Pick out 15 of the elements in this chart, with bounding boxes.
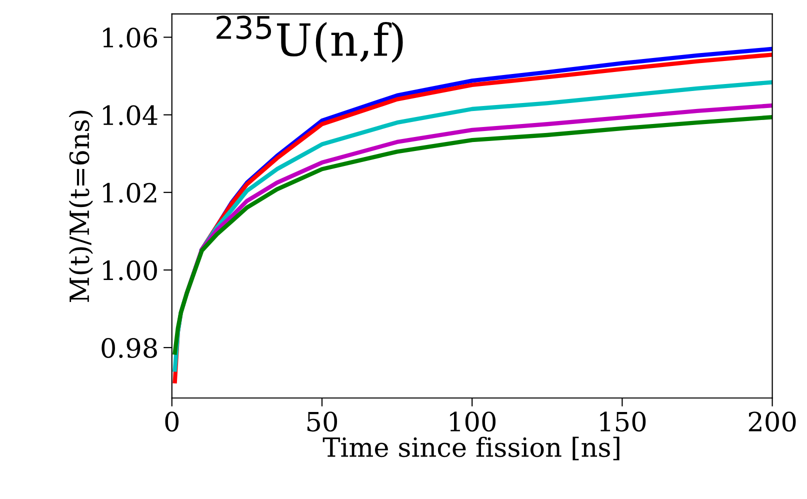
y-tick-label: 1.00	[103, 260, 157, 280]
x-tick-label: 0	[165, 412, 179, 432]
x-axis-title: Time since fission [ns]	[322, 436, 620, 460]
y-tick-label: 0.98	[102, 338, 157, 358]
y-tick-label: 1.02	[103, 182, 156, 203]
y-tick-label: 1.06	[103, 28, 158, 48]
y-axis-title: M(t)/M(t=6ns)	[68, 110, 94, 302]
y-tick-label: 1.04	[103, 105, 158, 126]
x-tick-label: 100	[450, 412, 496, 432]
x-tick-label: 150	[600, 412, 646, 432]
x-tick-label: 50	[307, 412, 338, 432]
chart-title: $^{235}$U(n,f)	[216, 16, 403, 63]
line-series	[172, 115, 772, 355]
line-series	[184, 103, 772, 295]
x-tick-label: 200	[748, 412, 796, 432]
